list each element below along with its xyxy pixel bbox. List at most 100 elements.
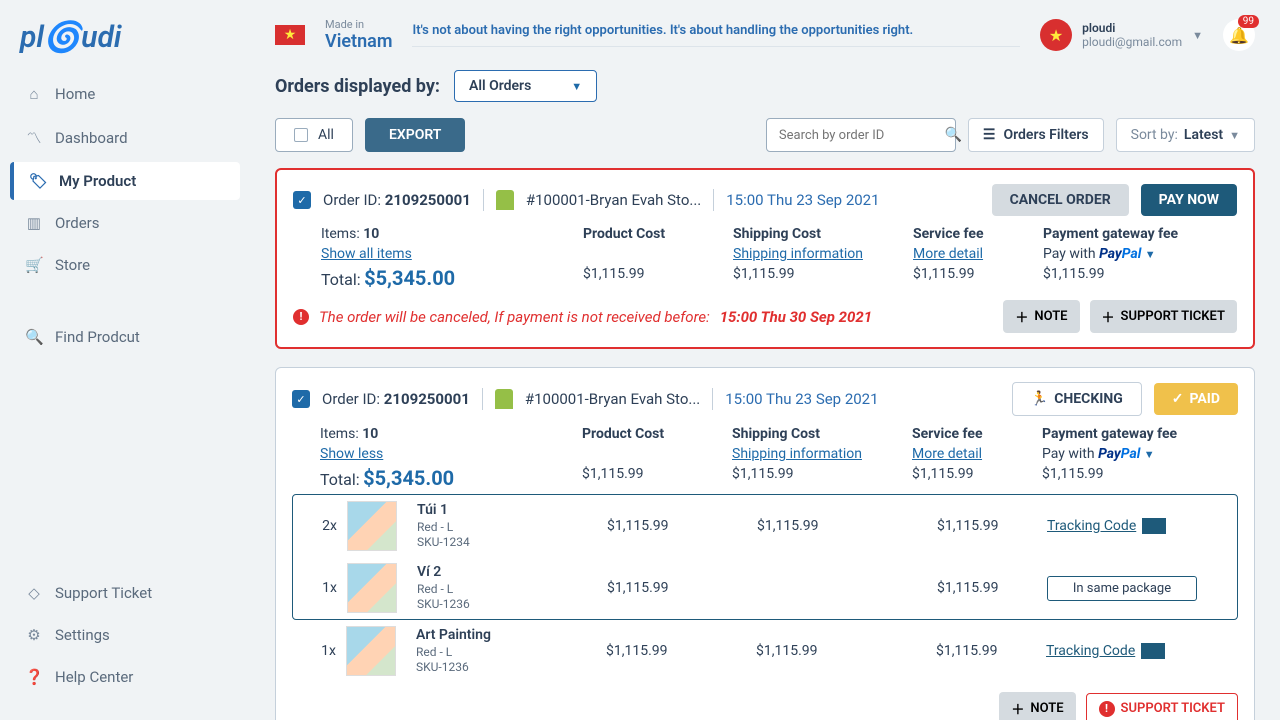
paid-button[interactable]: ✓PAID bbox=[1154, 383, 1238, 415]
bottom-nav: ◇Support Ticket ⚙ Settings ❓Help Center bbox=[10, 574, 240, 700]
plus-icon: ＋ bbox=[1102, 307, 1115, 326]
show-less-link[interactable]: Show less bbox=[320, 446, 383, 462]
running-icon: 🏃 bbox=[1031, 391, 1048, 407]
order-card: ✓ Order ID: 2109250001 #100001-Bryan Eva… bbox=[275, 168, 1255, 349]
cost-links-row: Show all items Shipping information More… bbox=[293, 246, 1237, 262]
show-all-link[interactable]: Show all items bbox=[321, 246, 412, 262]
nav-find-product[interactable]: 🔍 Find Prodcut bbox=[10, 318, 240, 356]
note-button[interactable]: ＋NOTE bbox=[999, 692, 1075, 720]
order-total: $5,345.00 bbox=[363, 466, 454, 490]
search-input[interactable] bbox=[779, 128, 945, 143]
shipping-info-link[interactable]: Shipping information bbox=[732, 446, 862, 462]
support-ticket-button[interactable]: !SUPPORT TICKET bbox=[1086, 693, 1238, 720]
shopify-icon bbox=[496, 190, 514, 210]
note-button[interactable]: ＋NOTE bbox=[1003, 300, 1079, 333]
cancel-order-button[interactable]: CANCEL ORDER bbox=[992, 184, 1129, 216]
product-thumb bbox=[346, 626, 396, 676]
checking-button[interactable]: 🏃CHECKING bbox=[1012, 382, 1142, 416]
gateway-fee-value: $1,115.99 bbox=[1043, 266, 1193, 290]
product-info: Ví 2Red - LSKU-1236 bbox=[417, 563, 597, 612]
filter-row: All EXPORT 🔍 ☰ Orders Filters Sort by: L… bbox=[275, 118, 1255, 152]
export-button[interactable]: EXPORT bbox=[365, 118, 465, 152]
item-qty: 1x bbox=[296, 643, 336, 659]
orders-icon: ▥ bbox=[25, 214, 43, 232]
carrier-icon bbox=[1142, 518, 1166, 534]
shipping-cost-header: Shipping Cost bbox=[733, 226, 903, 242]
item-price: $1,115.99 bbox=[607, 580, 747, 596]
orders-filters-button[interactable]: ☰ Orders Filters bbox=[968, 118, 1104, 152]
user-info: ploudi ploudi@gmail.com bbox=[1082, 21, 1182, 49]
support-ticket-button[interactable]: ＋SUPPORT TICKET bbox=[1090, 300, 1237, 333]
orders-filter-select[interactable]: All Orders ▼ bbox=[454, 70, 597, 102]
flag-icon: ★ bbox=[275, 25, 305, 45]
nav-store[interactable]: 🛒 Store bbox=[10, 246, 240, 284]
tracking-code-link[interactable]: Tracking Code bbox=[1046, 643, 1135, 659]
more-detail-link[interactable]: More detail bbox=[913, 246, 983, 262]
chevron-down-icon[interactable]: ▼ bbox=[1144, 448, 1155, 461]
nav-label: Support Ticket bbox=[55, 584, 152, 602]
line-item: 2x Túi 1Red - LSKU-1234 $1,115.99 $1,115… bbox=[293, 495, 1237, 557]
paypal-icon[interactable]: PayPal bbox=[1098, 446, 1140, 462]
sort-button[interactable]: Sort by: Latest ▼ bbox=[1116, 118, 1255, 152]
nav-label: Settings bbox=[55, 626, 110, 644]
sidebar: pl🌀udi ⌂Home 〽Dashboard 🏷My Product ▥Ord… bbox=[0, 0, 250, 720]
nav-label: Find Prodcut bbox=[55, 328, 140, 346]
gear-icon: ⚙ bbox=[25, 626, 43, 644]
notifications-button[interactable]: 🔔99 bbox=[1223, 19, 1255, 51]
item-price: $1,115.99 bbox=[606, 643, 746, 659]
service-fee-value: $1,115.99 bbox=[913, 266, 1033, 290]
item-fee: $1,115.99 bbox=[937, 518, 1037, 534]
pay-now-button[interactable]: PAY NOW bbox=[1141, 184, 1237, 216]
more-detail-link[interactable]: More detail bbox=[912, 446, 982, 462]
chart-icon: 〽 bbox=[25, 127, 43, 148]
paypal-icon[interactable]: PayPal bbox=[1099, 246, 1141, 262]
main-content: ★ Made in Vietnam It's not about having … bbox=[250, 0, 1280, 720]
product-thumb bbox=[347, 563, 397, 613]
order-header: ✓ Order ID: 2109250001 #100001-Bryan Eva… bbox=[293, 184, 1237, 216]
displayed-by-label: Orders displayed by: bbox=[275, 76, 440, 97]
nav-my-product[interactable]: 🏷My Product bbox=[10, 162, 240, 200]
store-ref: #100001-Bryan Evah Sto... bbox=[525, 390, 700, 408]
nav-orders[interactable]: ▥ Orders bbox=[10, 204, 240, 242]
nav-support-ticket[interactable]: ◇Support Ticket bbox=[10, 574, 240, 612]
user-name: ploudi bbox=[1082, 21, 1182, 35]
order-checkbox[interactable]: ✓ bbox=[292, 390, 310, 408]
order-checkbox[interactable]: ✓ bbox=[293, 191, 311, 209]
warning-text: The order will be canceled, If payment i… bbox=[319, 308, 710, 326]
order-time: 15:00 Thu 23 Sep 2021 bbox=[726, 191, 879, 209]
nav-dashboard[interactable]: 〽Dashboard bbox=[10, 117, 240, 158]
order-id: Order ID: 2109250001 bbox=[323, 191, 471, 209]
user-email: ploudi@gmail.com bbox=[1082, 35, 1182, 49]
search-icon: 🔍 bbox=[25, 328, 43, 346]
cart-icon: 🛒 bbox=[25, 256, 43, 274]
nav-home[interactable]: ⌂ Home bbox=[10, 75, 240, 113]
sort-value: Latest bbox=[1184, 127, 1223, 143]
nav-help[interactable]: ❓Help Center bbox=[10, 658, 240, 696]
search-input-wrapper[interactable]: 🔍 bbox=[766, 118, 956, 152]
chevron-down-icon[interactable]: ▼ bbox=[1145, 248, 1156, 261]
product-cost-header: Product Cost bbox=[583, 226, 723, 242]
actions-row: ＋NOTE !SUPPORT TICKET bbox=[292, 692, 1238, 720]
checkbox-icon bbox=[294, 128, 308, 142]
all-label: All bbox=[318, 127, 334, 143]
home-icon: ⌂ bbox=[25, 85, 43, 103]
nav-settings[interactable]: ⚙ Settings bbox=[10, 616, 240, 654]
shipping-info-link[interactable]: Shipping information bbox=[733, 246, 863, 262]
cost-links-row: Show less Shipping information More deta… bbox=[292, 446, 1238, 462]
notification-badge: 99 bbox=[1238, 15, 1259, 28]
line-item: 1x Ví 2Red - LSKU-1236 $1,115.99 $1,115.… bbox=[293, 557, 1237, 619]
cost-values-row: Total: $5,345.00 $1,115.99 $1,115.99 $1,… bbox=[293, 266, 1237, 290]
select-all-checkbox[interactable]: All bbox=[275, 118, 353, 152]
user-menu[interactable]: ★ ploudi ploudi@gmail.com ▼ bbox=[1040, 19, 1203, 51]
order-time: 15:00 Thu 23 Sep 2021 bbox=[725, 390, 878, 408]
warning-icon: ! bbox=[293, 309, 309, 325]
cost-values-row: Total: $5,345.00 $1,115.99 $1,115.99 $1,… bbox=[292, 466, 1238, 490]
filter-icon: ☰ bbox=[983, 127, 996, 143]
nav-label: Store bbox=[55, 256, 90, 274]
item-qty: 2x bbox=[297, 518, 337, 534]
nav-label: Home bbox=[55, 85, 95, 103]
order-total: $5,345.00 bbox=[364, 266, 455, 290]
nav-label: Orders bbox=[55, 214, 100, 232]
tracking-code-link[interactable]: Tracking Code bbox=[1047, 518, 1136, 534]
filters-label: Orders Filters bbox=[1003, 127, 1088, 143]
